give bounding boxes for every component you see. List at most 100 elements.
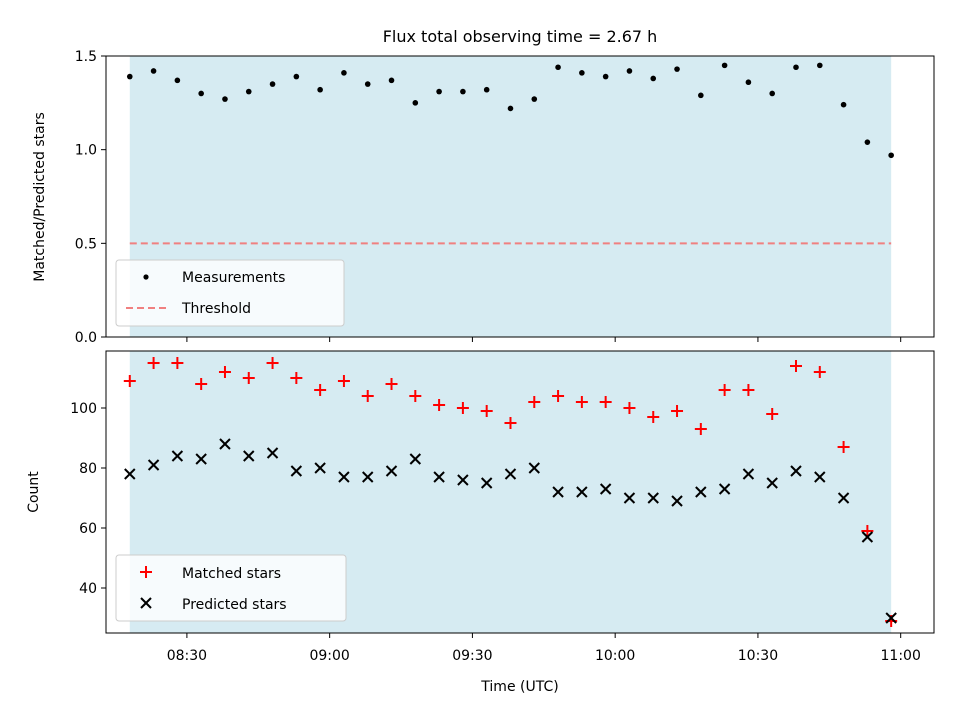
legend-label-threshold: Threshold bbox=[181, 301, 251, 317]
legend-marker-predicted bbox=[140, 597, 152, 609]
measurement-point bbox=[674, 66, 680, 72]
measurement-point bbox=[364, 81, 371, 87]
measurement-point bbox=[698, 92, 704, 99]
predicted-star-point bbox=[766, 477, 778, 489]
predicted-star-point bbox=[457, 474, 469, 486]
count-axes-frame bbox=[105, 350, 935, 634]
measurement-point bbox=[745, 79, 752, 86]
y-tick-label: 40 bbox=[79, 581, 97, 597]
measurement-point bbox=[341, 70, 347, 76]
matched-star-point bbox=[385, 378, 398, 390]
measurement-point bbox=[412, 100, 419, 106]
matched-star-point bbox=[290, 372, 303, 384]
measurement-point bbox=[721, 62, 728, 69]
matched-star-point bbox=[195, 378, 208, 390]
predicted-star-point bbox=[885, 612, 897, 624]
matched-star-point bbox=[813, 366, 826, 378]
matched-star-point bbox=[504, 417, 517, 429]
measurement-point bbox=[483, 86, 490, 93]
x-tick-label: 11:00 bbox=[881, 648, 921, 664]
measurement-point bbox=[150, 68, 157, 74]
measurement-point bbox=[602, 73, 609, 80]
predicted-star-point bbox=[599, 483, 612, 495]
predicted-star-point bbox=[362, 471, 374, 483]
measurement-point bbox=[222, 96, 228, 102]
matched-star-point bbox=[480, 405, 493, 417]
predicted-star-point bbox=[552, 486, 564, 498]
predicted-star-point bbox=[266, 447, 279, 459]
y-tick-label: 1.0 bbox=[75, 143, 97, 159]
measurement-point bbox=[650, 75, 657, 82]
ratio-legend: Measurements Threshold bbox=[115, 259, 345, 327]
matched-star-point bbox=[671, 405, 684, 417]
matched-star-point bbox=[837, 441, 850, 453]
measurement-point bbox=[888, 152, 894, 159]
matched-star-point bbox=[171, 357, 184, 369]
x-axis-label: Time (UTC) bbox=[480, 679, 558, 695]
predicted-star-point bbox=[314, 462, 326, 474]
matched-star-point bbox=[552, 390, 565, 402]
predicted-star-point bbox=[695, 486, 707, 498]
measurement-point bbox=[317, 86, 323, 93]
matched-star-point bbox=[694, 423, 707, 435]
y-tick-label: 1.5 bbox=[75, 49, 97, 65]
matched-star-point bbox=[718, 384, 731, 396]
ratio-y-axis-label: Matched/Predicted stars bbox=[32, 112, 48, 282]
predicted-star-point bbox=[147, 459, 160, 471]
x-tick-label: 10:30 bbox=[738, 648, 778, 664]
matched-star-point bbox=[528, 396, 541, 408]
measurement-point bbox=[388, 77, 395, 84]
matched-star-point bbox=[314, 384, 327, 396]
predicted-star-point bbox=[338, 471, 350, 483]
predicted-star-point bbox=[742, 468, 755, 480]
x-tick-label: 10:00 bbox=[595, 648, 635, 664]
predicted-star-point bbox=[623, 492, 636, 504]
matched-star-point bbox=[147, 357, 160, 369]
predicted-star-point bbox=[171, 450, 184, 462]
measurement-point bbox=[531, 96, 538, 102]
y-tick-label: 80 bbox=[79, 461, 97, 477]
matched-star-point bbox=[742, 384, 755, 396]
predicted-star-point bbox=[195, 453, 207, 465]
predicted-star-point bbox=[480, 477, 493, 489]
y-tick-label: 100 bbox=[70, 401, 97, 417]
measurement-point bbox=[816, 62, 823, 69]
predicted-star-point bbox=[409, 453, 422, 465]
matched-star-point bbox=[218, 366, 231, 378]
measurement-point bbox=[460, 88, 466, 95]
predicted-star-point bbox=[814, 471, 826, 483]
measurement-point bbox=[793, 64, 799, 71]
matched-star-point bbox=[361, 390, 374, 402]
matched-star-point bbox=[337, 375, 350, 387]
measurement-point bbox=[579, 70, 585, 76]
x-tick-label: 08:30 bbox=[167, 648, 207, 664]
measurement-point bbox=[269, 81, 276, 87]
predicted-star-point bbox=[671, 495, 683, 507]
measurement-point bbox=[293, 73, 300, 80]
predicted-star-point bbox=[243, 450, 255, 462]
matched-star-point bbox=[409, 390, 422, 402]
measurement-point bbox=[555, 64, 561, 71]
predicted-star-point bbox=[837, 492, 850, 504]
measurement-point bbox=[126, 73, 133, 80]
y-tick-label: 0.0 bbox=[75, 330, 97, 346]
matched-star-point bbox=[599, 396, 612, 408]
predicted-star-point bbox=[124, 468, 136, 480]
matched-star-point bbox=[766, 408, 779, 420]
y-tick-label: 60 bbox=[79, 521, 97, 537]
predicted-star-point bbox=[219, 438, 231, 450]
matched-star-point bbox=[790, 360, 802, 372]
matched-star-point bbox=[242, 372, 255, 384]
predicted-star-point bbox=[718, 483, 731, 495]
matched-star-point bbox=[623, 402, 636, 414]
count-panel: 40 60 80 100 08:30 09:00 09:30 10:00 10:30 11:00… bbox=[26, 350, 935, 695]
measurement-point bbox=[840, 101, 847, 108]
predicted-star-point bbox=[647, 492, 659, 504]
y-tick-label: 0.5 bbox=[75, 236, 97, 252]
predicted-star-point bbox=[290, 465, 303, 477]
matched-star-point bbox=[456, 402, 469, 414]
measurement-point bbox=[769, 90, 776, 97]
ratio-axes-frame bbox=[105, 55, 935, 338]
measurement-point bbox=[245, 88, 252, 95]
